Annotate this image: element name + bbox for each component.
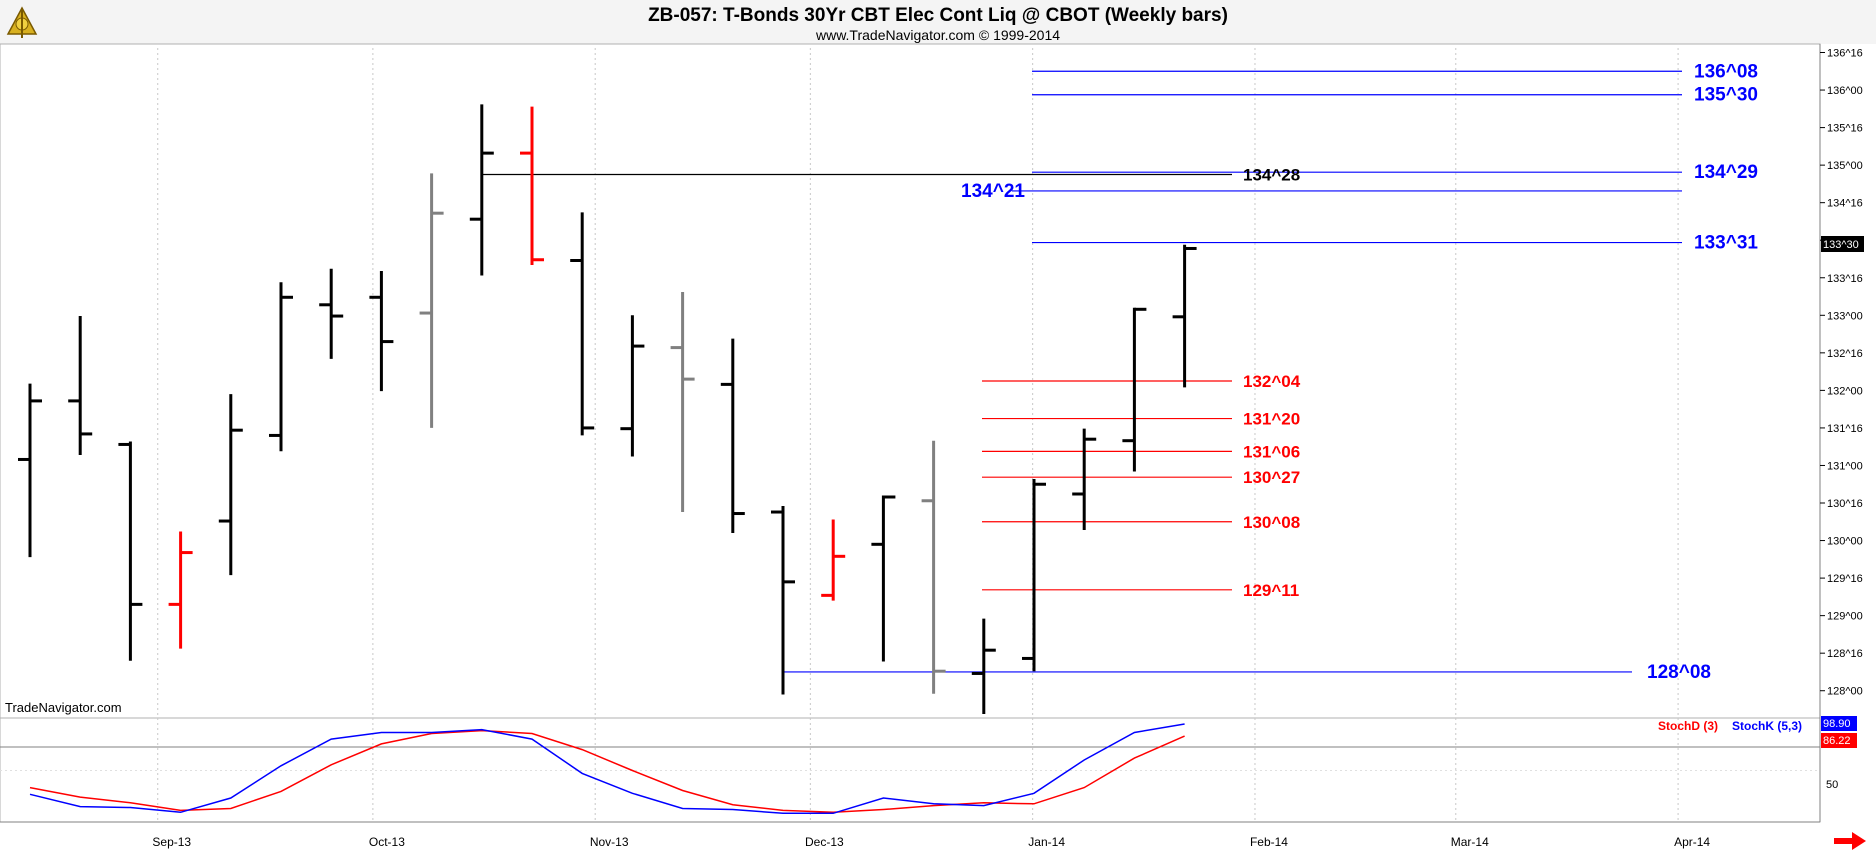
y-tick-label: 128^00 bbox=[1827, 686, 1863, 698]
stochk-label: StochK (5,3) bbox=[1732, 719, 1802, 733]
stochk-value-bg bbox=[1821, 716, 1857, 731]
last-price-tag-bg bbox=[1821, 236, 1864, 252]
level-label: 134^29 bbox=[1694, 162, 1758, 183]
x-tick-label: Apr-14 bbox=[1674, 835, 1710, 849]
stochd-value: 86.22 bbox=[1823, 735, 1851, 747]
watermark: TradeNavigator.com bbox=[5, 700, 122, 715]
level-label: 128^08 bbox=[1647, 662, 1711, 683]
stoch-layer bbox=[0, 723, 1820, 823]
axis-layer: Sep-13 Oct-13 Nov-13 Dec-13 Jan-14 Feb-14 Mar-… bbox=[152, 48, 1862, 849]
x-tick-label: Sep-13 bbox=[152, 835, 191, 849]
y-tick-label: 133^16 bbox=[1827, 273, 1863, 285]
y-tick-label: 131^16 bbox=[1827, 423, 1863, 435]
y-tick-label: 136^00 bbox=[1827, 85, 1863, 97]
y-tick-label: 130^16 bbox=[1827, 498, 1863, 510]
y-tick-label: 130^00 bbox=[1827, 536, 1863, 548]
x-tick-label: Dec-13 bbox=[805, 835, 844, 849]
level-label: 131^06 bbox=[1243, 442, 1300, 461]
y-tick-label: 128^16 bbox=[1827, 648, 1863, 660]
bar-layer bbox=[18, 104, 1197, 714]
y-tick-label: 132^00 bbox=[1827, 385, 1863, 397]
stochk-line bbox=[29, 723, 1185, 815]
last-price-tag: 133^30 bbox=[1823, 239, 1859, 251]
stoch-level-label: 50 bbox=[1826, 779, 1838, 791]
level-label: 134^28 bbox=[1243, 166, 1300, 185]
y-tick-label: 136^16 bbox=[1827, 48, 1863, 60]
chart-title: ZB-057: T-Bonds 30Yr CBT Elec Cont Liq @… bbox=[648, 5, 1228, 26]
y-tick-label: 135^16 bbox=[1827, 123, 1863, 135]
grid-layer bbox=[157, 48, 1679, 822]
y-tick-label: 131^00 bbox=[1827, 460, 1863, 472]
x-tick-label: Mar-14 bbox=[1451, 835, 1489, 849]
stochd-value-bg bbox=[1821, 733, 1857, 748]
level-label: 129^11 bbox=[1243, 581, 1299, 600]
y-tick-label: 129^16 bbox=[1827, 573, 1863, 585]
x-tick-label: Oct-13 bbox=[369, 835, 405, 849]
level-label: 130^08 bbox=[1243, 513, 1300, 532]
y-tick-label: 135^00 bbox=[1827, 160, 1863, 172]
y-tick-label: 134^16 bbox=[1827, 198, 1863, 210]
level-label: 130^27 bbox=[1243, 468, 1300, 487]
header-band bbox=[0, 0, 1876, 44]
x-tick-label: Jan-14 bbox=[1028, 835, 1065, 849]
x-tick-label: Feb-14 bbox=[1250, 835, 1288, 849]
logo-icon bbox=[6, 6, 38, 38]
stochk-value: 98.90 bbox=[1823, 718, 1851, 730]
stochd-label: StochD (3) bbox=[1658, 719, 1718, 733]
level-label: 136^08 bbox=[1694, 61, 1758, 82]
scroll-right-arrow-icon[interactable] bbox=[1834, 832, 1866, 850]
y-tick-label: 132^16 bbox=[1827, 348, 1863, 360]
chart-subtitle: www.TradeNavigator.com © 1999-2014 bbox=[815, 27, 1060, 43]
level-label: 134^21 bbox=[961, 181, 1025, 202]
level-layer: 136^08 135^30 134^29 134^28 134^21 133^31 132^… bbox=[483, 61, 1758, 683]
y-tick-label: 129^00 bbox=[1827, 611, 1863, 623]
y-tick-label: 133^00 bbox=[1827, 310, 1863, 322]
level-label: 133^31 bbox=[1694, 233, 1758, 254]
x-tick-label: Nov-13 bbox=[590, 835, 629, 849]
level-label: 132^04 bbox=[1243, 372, 1301, 391]
level-label: 135^30 bbox=[1694, 85, 1758, 106]
level-label: 131^20 bbox=[1243, 410, 1300, 429]
